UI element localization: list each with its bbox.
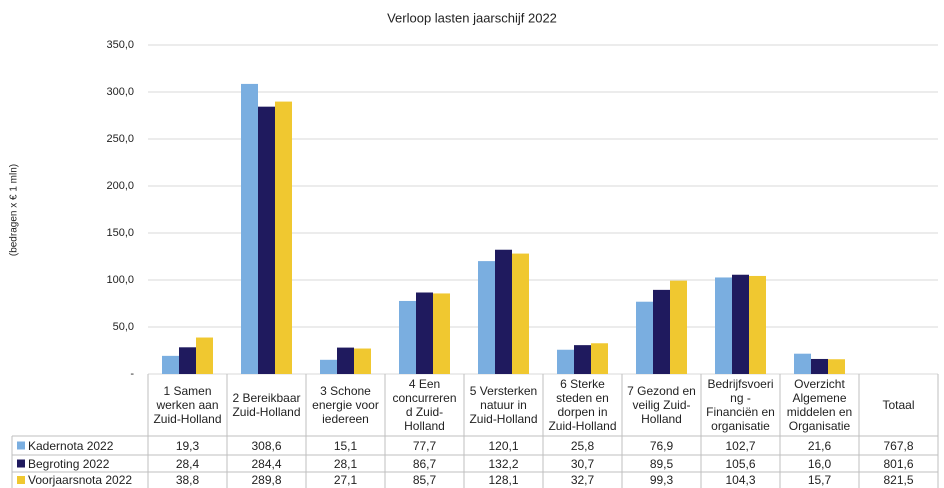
table-value: 19,3 [175,438,200,453]
table-value: 28,4 [175,456,200,471]
bar [275,101,292,374]
table-total: 767,8 [883,438,914,453]
bar [495,249,512,374]
table-value: 25,8 [570,438,595,453]
y-tick-label: - [130,368,134,380]
bar [320,359,337,374]
table-value: 85,7 [412,473,437,487]
bar [591,343,608,374]
bar [828,359,845,374]
table-value: 27,1 [333,473,358,487]
y-tick-label: 150,0 [106,227,134,239]
y-axis-label: (bedragen x € 1 mln) [9,164,20,256]
legend-swatch [17,441,25,450]
category-label: 4 Een concurreren d Zuid- Holland [392,377,457,433]
bar [557,349,574,374]
table-value: 102,7 [725,438,756,453]
category-label: 7 Gezond en veilig Zuid- Holland [627,384,696,426]
bar [732,274,749,374]
bar [574,345,591,374]
table-value: 308,6 [251,438,282,453]
table-value: 28,1 [333,456,358,471]
bar [354,348,371,374]
table-value: 128,1 [488,473,519,487]
bar [399,300,416,374]
bar [811,358,828,374]
bar [416,292,433,374]
category-label: 2 Bereikbaar Zuid-Holland [232,391,301,419]
table-value: 16,0 [807,456,832,471]
table-value: 104,3 [725,473,756,487]
table-value: 76,9 [649,438,674,453]
table-value: 284,4 [251,456,282,471]
category-label: 1 Samen werken aan Zuid-Holland [153,384,222,426]
y-tick-label: 50,0 [113,321,134,333]
bar [512,253,529,374]
category-label: Overzicht Algemene middelen en Organisat… [786,377,853,433]
legend-swatch [17,459,25,468]
bar [478,261,495,374]
bar [162,355,179,374]
bar [196,337,213,374]
table-value: 38,8 [175,473,200,487]
legend-swatch [17,476,25,484]
bar [653,289,670,374]
y-tick-label: 350,0 [106,39,134,51]
bar [241,83,258,374]
table-value: 99,3 [649,473,674,487]
y-tick-label: 100,0 [106,274,134,286]
bar [749,275,766,374]
table-value: 15,1 [333,438,358,453]
bar [337,347,354,374]
bar [433,293,450,374]
category-label: 5 Versterken natuur in Zuid-Holland [469,384,538,426]
table-value: 289,8 [251,473,282,487]
category-label: Bedrijfsvoeri ng - Financiën en organisa… [706,377,775,433]
bar [670,280,687,374]
table-value: 132,2 [488,456,519,471]
y-tick-label: 250,0 [106,133,134,145]
table-value: 32,7 [570,473,595,487]
table-value: 30,7 [570,456,595,471]
y-tick-label: 300,0 [106,86,134,98]
table-value: 105,6 [725,456,756,471]
category-label: 6 Sterke steden en dorpen in Zuid-Hollan… [548,377,617,433]
bar [715,277,732,374]
table-value: 120,1 [488,438,519,453]
table-value: 89,5 [649,456,674,471]
legend-label: Kadernota 2022 [28,438,114,453]
table-total: 801,6 [883,456,914,471]
table-value: 77,7 [412,438,437,453]
table-total: 821,5 [883,473,914,487]
table-value: 21,6 [807,438,832,453]
category-label: 3 Schone energie voor iedereen [312,384,379,426]
legend-label: Begroting 2022 [28,456,110,471]
chart-title: Verloop lasten jaarschijf 2022 [387,10,557,25]
bar [636,301,653,374]
y-tick-label: 200,0 [106,180,134,192]
bar [179,347,196,374]
total-header: Totaal [882,398,915,412]
bar [258,106,275,374]
table-value: 86,7 [412,456,437,471]
legend-label: Voorjaarsnota 2022 [28,473,133,487]
bar [794,353,811,374]
table-value: 15,7 [807,473,832,487]
